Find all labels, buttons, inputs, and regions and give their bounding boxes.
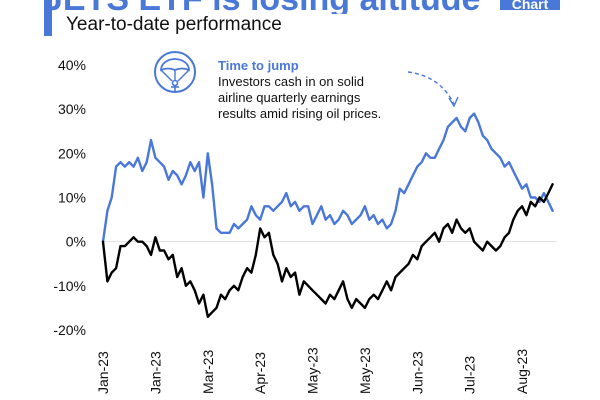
annotation: Time to jump Investors cash in on solid … (154, 51, 459, 121)
brand-badge: Chart (500, 0, 560, 10)
series-layer (101, 112, 554, 318)
x-axis-ticks: Jan-23 Jan-23 Mar-23 Apr-23 May-23 May-23 Jun-… (95, 347, 530, 394)
parachute-icon (154, 51, 196, 93)
series-line-jets (101, 112, 554, 243)
title-bar: JETS ETF is losing altitude (44, 0, 514, 14)
annotation-line-1: Investors cash in on solid (218, 74, 364, 89)
y-tick-label: 30% (58, 101, 86, 117)
annotation-line-2: airline quarterly earnings (218, 90, 361, 105)
x-tick-label: Apr-23 (252, 352, 268, 394)
y-axis-ticks: 40% 30% 20% 10% 0% -10% -20% (53, 57, 86, 338)
x-tick-label: May-23 (357, 347, 373, 394)
chart-title: JETS ETF is losing altitude (44, 0, 480, 14)
y-tick-label: 10% (58, 190, 86, 206)
y-tick-label: -10% (53, 278, 86, 294)
x-tick-label: Jan-23 (147, 351, 163, 394)
x-tick-label: Mar-23 (200, 349, 216, 394)
x-tick-label: Jan-23 (95, 351, 111, 394)
annotation-arrowhead (448, 96, 459, 108)
annotation-line-3: results amid rising oil prices. (218, 106, 381, 121)
annotation-arrow (407, 71, 455, 105)
y-tick-label: 0% (66, 234, 86, 250)
x-tick-label: Jun-23 (409, 351, 425, 394)
y-tick-label: 20% (58, 145, 86, 161)
x-tick-label: Aug-23 (514, 349, 530, 394)
y-tick-label: 40% (58, 57, 86, 73)
annotation-title: Time to jump (218, 58, 299, 73)
series-line-market (101, 183, 554, 318)
y-tick-label: -20% (53, 322, 86, 338)
x-tick-label: May-23 (305, 347, 321, 394)
x-tick-label: Jul-23 (462, 356, 478, 394)
title-accent-strip (44, 0, 52, 36)
chart-subtitle: Year-to-date performance (66, 14, 282, 35)
